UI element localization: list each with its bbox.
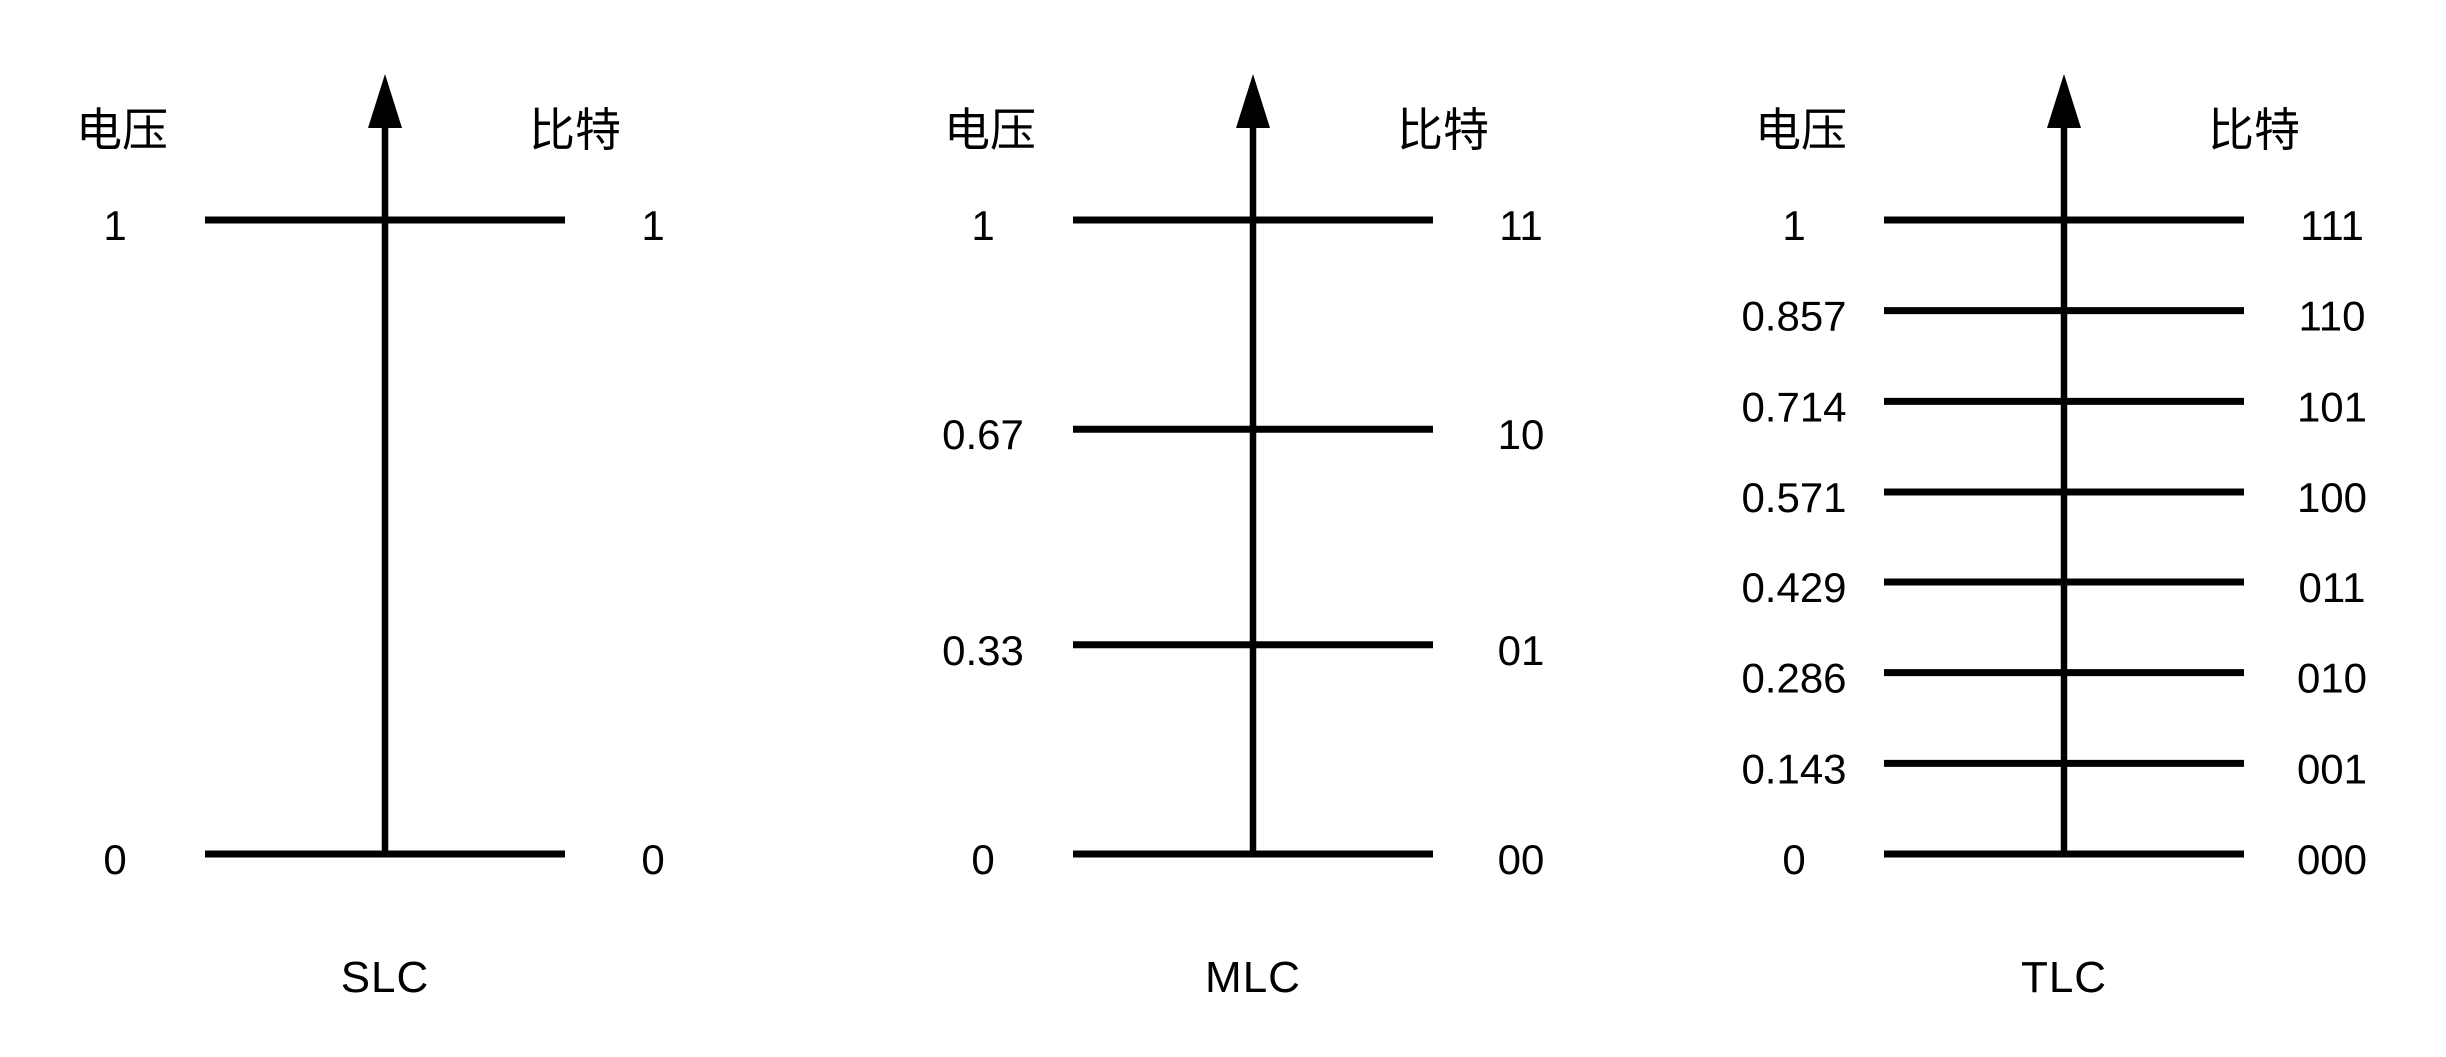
diagram-slc: 电压 比特 0 0 1 1 SLC [76,74,665,1002]
bits-axis-title: 比特 [529,104,621,156]
voltage-level-label: 0.429 [1741,564,1846,611]
voltage-level-label: 0.714 [1741,383,1846,430]
bits-level-label: 010 [2297,655,2367,702]
bits-axis-title: 比特 [2208,104,2300,156]
voltage-level-label: 0.286 [1741,655,1846,702]
voltage-level-label: 0.67 [942,411,1024,458]
bits-level-label: 11 [1499,202,1543,249]
bits-level-label: 0 [641,836,664,883]
voltage-level-label: 0.857 [1741,293,1846,340]
bits-axis-title: 比特 [1397,104,1489,156]
bits-level-label: 001 [2297,745,2367,792]
bits-level-label: 100 [2297,474,2367,521]
voltage-axis-title: 电压 [944,104,1036,156]
axis-arrowhead [368,74,402,128]
bits-level-label: 011 [2299,564,2366,611]
axis-arrowhead [2047,74,2081,128]
axis-arrowhead [1236,74,1270,128]
bits-level-label: 111 [2300,202,2364,249]
voltage-level-label: 0.33 [942,627,1024,674]
bits-level-label: 01 [1498,627,1545,674]
voltage-level-label: 1 [103,202,126,249]
bits-level-label: 1 [641,202,664,249]
diagram-title: SLC [341,953,430,1002]
voltage-level-label: 0.571 [1741,474,1846,521]
voltage-level-label: 0 [103,836,126,883]
bits-level-label: 10 [1498,411,1545,458]
voltage-level-label: 1 [1782,202,1805,249]
bits-level-label: 110 [2299,293,2366,340]
bits-level-label: 101 [2297,383,2367,430]
voltage-level-label: 0 [1782,836,1805,883]
voltage-level-label: 0 [971,836,994,883]
diagram-title: MLC [1205,953,1301,1002]
voltage-axis-title: 电压 [76,104,168,156]
voltage-level-label: 0.143 [1741,745,1846,792]
bits-level-label: 00 [1498,836,1545,883]
voltage-axis-title: 电压 [1755,104,1847,156]
bits-level-label: 000 [2297,836,2367,883]
voltage-level-label: 1 [971,202,994,249]
diagram-title: TLC [2021,953,2107,1002]
